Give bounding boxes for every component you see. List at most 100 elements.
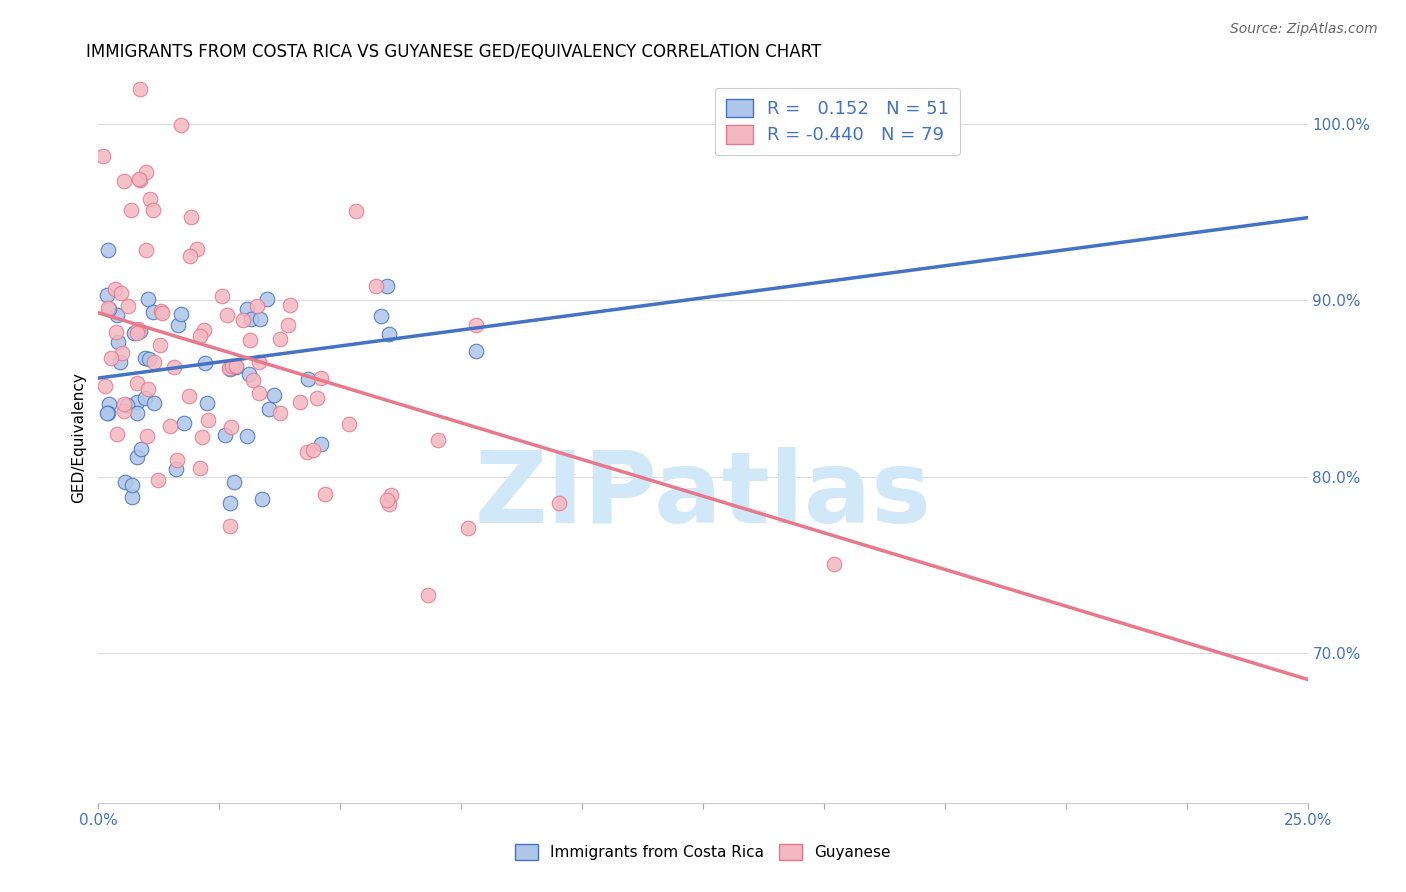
- Point: [190, 329, 212, 343]
- Point: [197, 395, 219, 409]
- Point: [136, 383, 159, 397]
- Point: [163, 359, 186, 374]
- Point: [150, 306, 173, 320]
- Point: [96, 288, 118, 302]
- Point: [97, 244, 120, 258]
- Point: [97, 406, 120, 420]
- Point: [269, 332, 291, 346]
- Point: [107, 427, 129, 442]
- Point: [314, 487, 336, 501]
- Point: [309, 370, 332, 384]
- Point: [110, 286, 132, 301]
- Point: [98, 302, 121, 317]
- Point: [105, 309, 128, 323]
- Point: [250, 491, 273, 506]
- Point: [143, 396, 166, 410]
- Point: [127, 406, 149, 420]
- Point: [108, 355, 131, 369]
- Point: [104, 325, 127, 339]
- Point: [170, 307, 193, 321]
- Point: [170, 118, 193, 132]
- Point: [225, 359, 247, 374]
- Point: [548, 495, 571, 509]
- Point: [134, 351, 156, 365]
- Point: [305, 391, 328, 405]
- Point: [127, 322, 149, 336]
- Legend: Immigrants from Costa Rica, Guyanese: Immigrants from Costa Rica, Guyanese: [509, 838, 897, 866]
- Point: [247, 386, 270, 401]
- Point: [370, 309, 392, 323]
- Point: [277, 318, 299, 332]
- Point: [269, 406, 291, 420]
- Point: [214, 427, 236, 442]
- Point: [238, 368, 260, 382]
- Point: [159, 419, 181, 434]
- Point: [225, 359, 247, 373]
- Point: [129, 173, 152, 187]
- Point: [150, 304, 173, 318]
- Point: [166, 453, 188, 467]
- Point: [110, 346, 132, 360]
- Point: [211, 289, 233, 303]
- Point: [344, 203, 367, 218]
- Legend: R =   0.152   N = 51, R = -0.440   N = 79: R = 0.152 N = 51, R = -0.440 N = 79: [714, 87, 960, 155]
- Point: [97, 397, 120, 411]
- Text: IMMIGRANTS FROM COSTA RICA VS GUYANESE GED/EQUIVALENCY CORRELATION CHART: IMMIGRANTS FROM COSTA RICA VS GUYANESE G…: [86, 44, 821, 62]
- Point: [378, 326, 401, 341]
- Point: [337, 417, 360, 431]
- Point: [180, 211, 202, 225]
- Point: [378, 498, 401, 512]
- Point: [232, 313, 254, 327]
- Point: [115, 398, 138, 412]
- Point: [129, 442, 152, 456]
- Point: [188, 460, 211, 475]
- Point: [96, 406, 118, 420]
- Point: [138, 292, 160, 306]
- Point: [179, 249, 201, 263]
- Point: [222, 475, 245, 490]
- Point: [249, 311, 271, 326]
- Point: [194, 356, 217, 370]
- Point: [823, 557, 845, 571]
- Point: [219, 496, 242, 510]
- Point: [117, 299, 139, 313]
- Point: [124, 326, 146, 340]
- Point: [136, 429, 159, 443]
- Point: [135, 165, 157, 179]
- Point: [142, 305, 165, 319]
- Y-axis label: GED/Equivalency: GED/Equivalency: [72, 372, 87, 502]
- Point: [457, 521, 479, 535]
- Point: [127, 376, 149, 391]
- Point: [239, 333, 262, 347]
- Point: [166, 318, 188, 333]
- Point: [135, 243, 157, 257]
- Point: [91, 148, 114, 162]
- Point: [377, 492, 399, 507]
- Point: [149, 338, 172, 352]
- Point: [218, 362, 240, 376]
- Text: Source: ZipAtlas.com: Source: ZipAtlas.com: [1230, 22, 1378, 37]
- Point: [139, 192, 162, 206]
- Point: [112, 174, 135, 188]
- Point: [112, 403, 135, 417]
- Point: [242, 374, 264, 388]
- Point: [221, 359, 243, 374]
- Point: [120, 202, 142, 217]
- Point: [465, 344, 488, 359]
- Point: [197, 413, 219, 427]
- Point: [107, 334, 129, 349]
- Point: [297, 371, 319, 385]
- Point: [380, 488, 402, 502]
- Point: [148, 473, 170, 487]
- Point: [191, 430, 214, 444]
- Point: [236, 429, 259, 443]
- Point: [364, 279, 387, 293]
- Point: [186, 242, 208, 256]
- Point: [165, 462, 187, 476]
- Point: [217, 308, 239, 322]
- Point: [280, 298, 302, 312]
- Point: [121, 490, 143, 504]
- Point: [104, 282, 127, 296]
- Point: [246, 300, 269, 314]
- Point: [127, 326, 149, 340]
